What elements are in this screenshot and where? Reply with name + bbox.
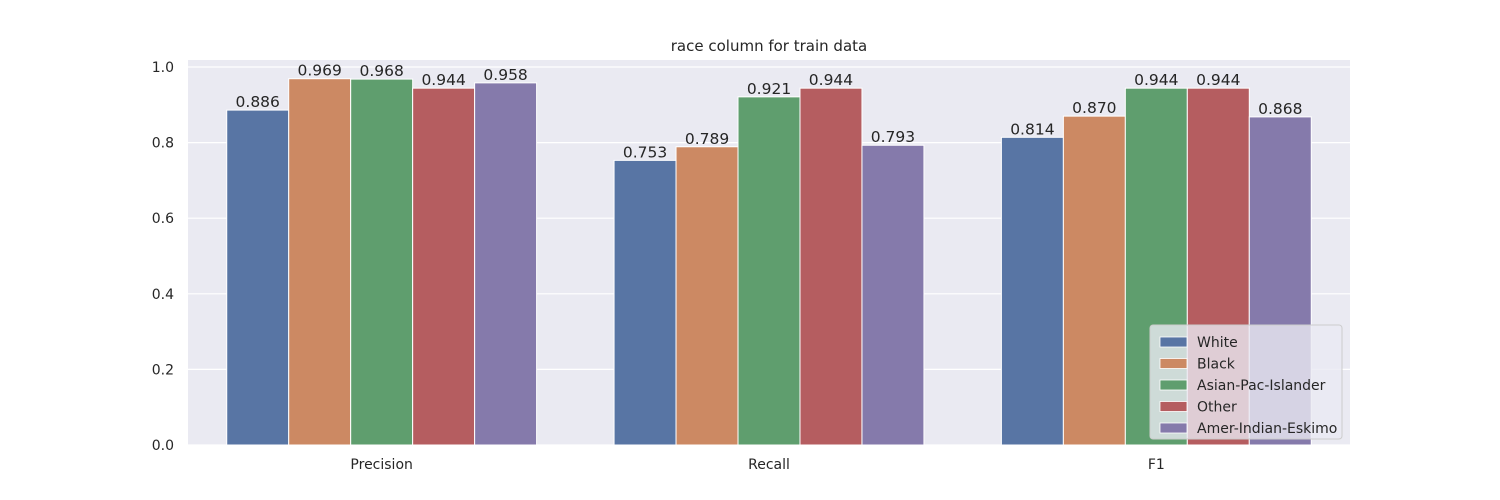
legend-swatch bbox=[1159, 422, 1188, 434]
bar-value-label: 0.814 bbox=[1010, 120, 1054, 138]
y-tick-label: 0.2 bbox=[152, 362, 174, 378]
bar bbox=[412, 87, 476, 446]
bar bbox=[226, 109, 290, 446]
bar-labels: 0.886 0.969 0.968 0.944 0.958 0.753 0.789 0.921… bbox=[236, 62, 1303, 162]
bar bbox=[1062, 115, 1126, 446]
x-tick-label: Recall bbox=[748, 457, 790, 473]
bar-value-label: 0.789 bbox=[685, 130, 729, 148]
legend-label: Amer-Indian-Eskimo bbox=[1197, 421, 1337, 437]
legend-label: Other bbox=[1197, 400, 1237, 416]
bar bbox=[613, 159, 677, 446]
bar bbox=[675, 146, 739, 446]
bar-value-label: 0.793 bbox=[871, 128, 915, 146]
x-tick-label: F1 bbox=[1148, 457, 1165, 473]
bar-value-label: 0.868 bbox=[1258, 100, 1302, 118]
bar-value-label: 0.886 bbox=[236, 93, 280, 111]
legend: White Black Asian-Pac-Islander Other Amer-In… bbox=[1149, 324, 1343, 440]
bar-value-label: 0.870 bbox=[1072, 99, 1116, 117]
legend-swatch bbox=[1159, 358, 1188, 369]
legend-label: White bbox=[1197, 335, 1238, 351]
x-tick-label: Precision bbox=[350, 457, 412, 473]
bar bbox=[1000, 136, 1064, 446]
bar bbox=[737, 96, 801, 446]
chart-title: race column for train data bbox=[671, 37, 867, 55]
bar bbox=[474, 82, 538, 446]
x-axis-ticks: Precision Recall F1 bbox=[350, 457, 1164, 473]
y-tick-label: 0.4 bbox=[152, 287, 174, 303]
y-tick-label: 0.6 bbox=[152, 211, 174, 227]
bar bbox=[799, 87, 863, 446]
bar-value-label: 0.968 bbox=[359, 62, 403, 80]
bar-value-label: 0.753 bbox=[623, 143, 667, 161]
bar-value-label: 0.921 bbox=[747, 80, 791, 98]
legend-swatch bbox=[1159, 401, 1188, 412]
y-tick-label: 0.8 bbox=[152, 136, 174, 152]
y-tick-label: 1.0 bbox=[152, 60, 174, 76]
bars bbox=[226, 78, 1312, 446]
y-tick-label: 0.0 bbox=[152, 438, 174, 454]
legend-label: Black bbox=[1197, 357, 1236, 373]
bar bbox=[288, 78, 352, 446]
y-axis-ticks: 0.0 0.2 0.4 0.6 0.8 1.0 bbox=[152, 60, 174, 454]
legend-box bbox=[1149, 324, 1343, 440]
bar bbox=[861, 144, 925, 446]
bar-value-label: 0.944 bbox=[1134, 71, 1178, 89]
bar-value-label: 0.969 bbox=[298, 62, 342, 80]
bar bbox=[350, 78, 414, 446]
bar-value-label: 0.958 bbox=[483, 66, 527, 84]
legend-label: Asian-Pac-Islander bbox=[1197, 378, 1326, 394]
bar-value-label: 0.944 bbox=[809, 71, 853, 89]
bar-value-label: 0.944 bbox=[421, 71, 465, 89]
bar-value-label: 0.944 bbox=[1196, 71, 1240, 89]
legend-swatch bbox=[1159, 379, 1188, 391]
legend-swatch bbox=[1159, 336, 1188, 348]
